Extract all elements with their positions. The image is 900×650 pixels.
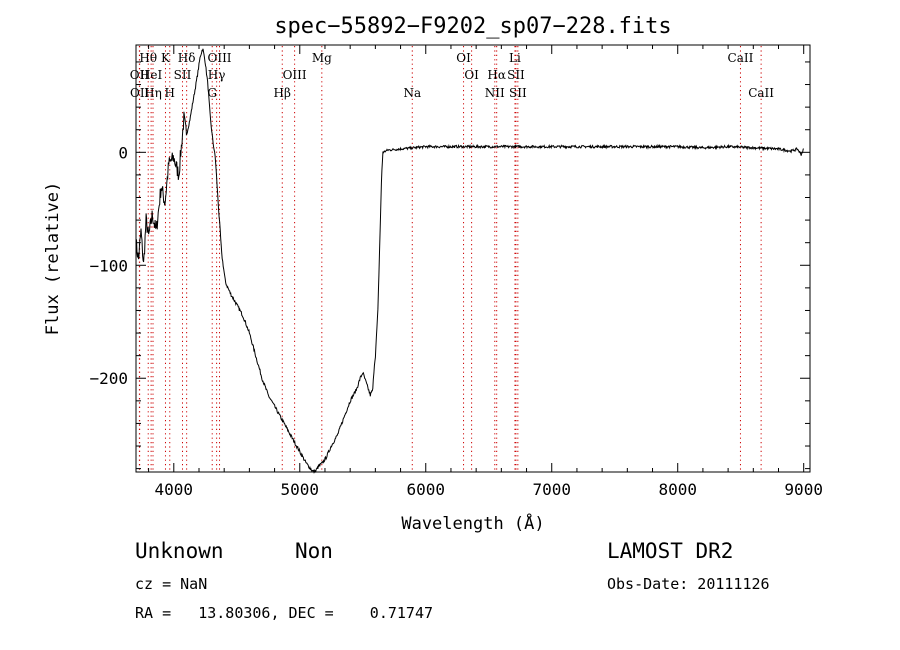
line-label-15: Na [403,86,421,100]
plot-frame [135,44,811,473]
line-label-7: SII [174,68,192,82]
line-label-10: Hγ [208,68,226,82]
line-label-22: SII [509,86,527,100]
x-axis-label: Wavelength (Å) [401,512,544,534]
chart-title: spec−55892−F9202_sp07−228.fits [274,14,671,39]
line-label-1: OII [130,68,150,82]
y-axis-label: Flux (relative) [43,182,63,336]
obs-date-text: Obs-Date: 20111126 [607,575,770,593]
line-label-19: NII [485,86,505,100]
line-label-17: OI [464,68,479,82]
line-label-13: Hβ [274,86,291,100]
x-tick-label: 5000 [281,480,320,499]
spectrum-line [135,48,804,474]
coordinates-text: RA = 13.80306, DEC = 0.71747 [135,604,434,622]
line-label-20: Li [509,51,521,65]
line-label-4: Hη [144,86,162,100]
line-label-18: Hα [487,68,506,82]
line-label-8: Hδ [178,51,196,65]
line-label-6: H [165,86,175,100]
line-label-23: CaII [728,51,754,65]
x-axis-ticks: 4000 5000 6000 7000 8000 9000 [148,45,823,499]
line-label-24: CaII [748,86,774,100]
line-label-14: Mg [312,51,332,65]
line-label-0: Hθ [139,51,157,65]
subclass-label: Non [295,539,333,563]
survey-label: LAMOST DR2 [607,539,734,563]
line-label-12: OIII [283,68,307,82]
x-tick-label: 9000 [784,480,823,499]
x-tick-label: 7000 [532,480,571,499]
line-label-9: OIII [207,51,231,65]
y-tick-label: −200 [89,369,128,388]
x-tick-label: 8000 [658,480,697,499]
x-tick-label: 4000 [155,480,194,499]
spectral-line-markers [138,46,762,471]
y-tick-label: −100 [89,256,128,275]
line-label-5: K [161,51,171,65]
line-label-16: OI [456,51,471,65]
line-label-21: SII [507,68,525,82]
line-label-2: OII [130,86,150,100]
line-label-11: G [207,86,217,100]
y-tick-label: 0 [118,143,128,162]
y-axis-ticks: 0 −100 −200 [89,61,810,470]
line-label-3: HeI [140,68,163,82]
redshift-text: cz = NaN [135,575,208,593]
x-tick-label: 6000 [406,480,445,499]
class-label: Unknown [135,539,224,563]
